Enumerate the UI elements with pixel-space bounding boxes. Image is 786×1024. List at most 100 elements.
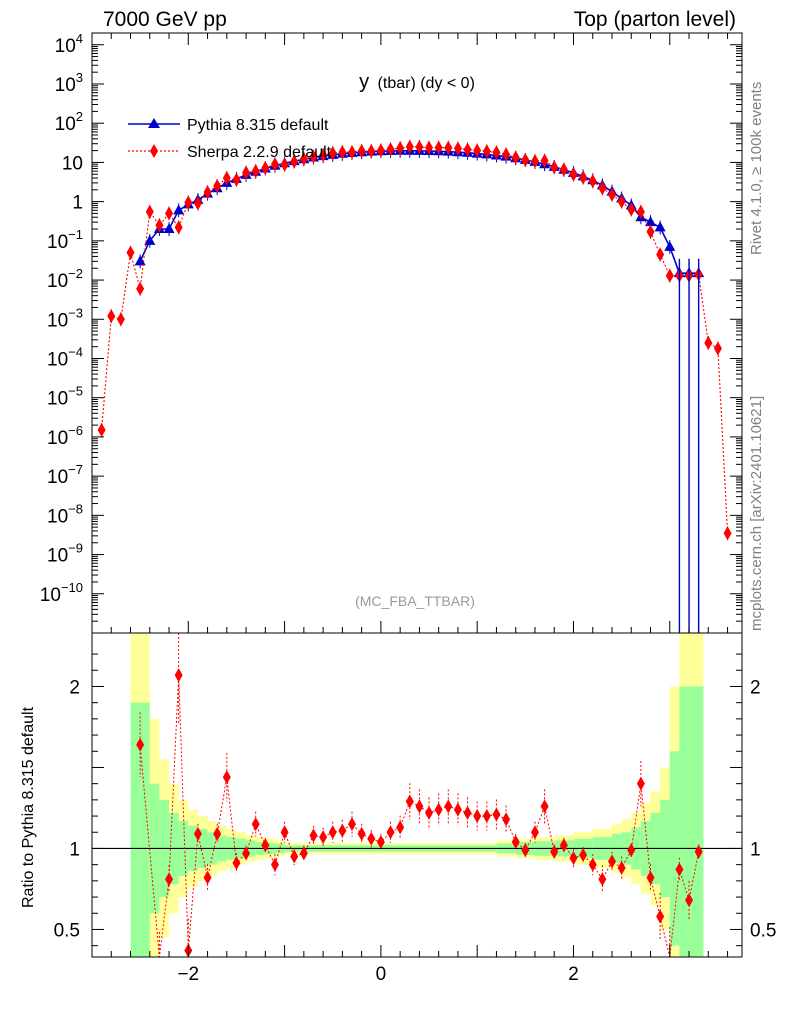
y-tick-label: 10−6 — [47, 423, 83, 449]
sherpa-data-point — [511, 150, 520, 165]
y-tick-label: 10−1 — [47, 227, 83, 253]
sherpa-ratio-point — [174, 668, 183, 683]
sherpa-data-point — [116, 312, 125, 327]
y-tick-label: 10−8 — [47, 501, 83, 527]
axes: 10410310210110−110−210−310−410−510−610−7… — [40, 31, 777, 985]
sherpa-data-point — [598, 181, 607, 196]
sherpa-ratio-point — [646, 870, 655, 885]
sherpa-ratio-point — [290, 849, 299, 864]
plot-title: y (tbar) (dy < 0) — [359, 71, 475, 93]
sherpa-data-point — [242, 165, 251, 180]
sherpa-data-point — [165, 206, 174, 221]
sherpa-ratio-point — [434, 802, 443, 817]
ratio-y-tick-label-right: 0.5 — [750, 920, 776, 941]
sherpa-data-point — [530, 154, 539, 169]
y-tick-label: 10−7 — [47, 462, 83, 488]
sherpa-ratio-point — [675, 862, 684, 877]
sherpa-ratio-point — [444, 799, 453, 814]
ratio-y-tick-label-right: 2 — [750, 677, 761, 698]
pythia-data-point — [654, 221, 666, 232]
y-tick-label: 10−3 — [47, 305, 83, 331]
sherpa-ratio-point — [328, 825, 337, 840]
sherpa-ratio-point — [685, 893, 694, 908]
sherpa-ratio-point — [588, 857, 597, 872]
analysis-label: (MC_FBA_TTBAR) — [355, 593, 475, 609]
sherpa-data-point — [319, 148, 328, 163]
y-tick-label: 102 — [55, 109, 83, 135]
sherpa-ratio-point — [502, 812, 511, 827]
sherpa-ratio-point — [367, 831, 376, 846]
y-tick-label: 10−5 — [47, 384, 83, 410]
sherpa-data-point — [713, 341, 722, 356]
sherpa-ratio-point — [319, 830, 328, 845]
sherpa-data-point — [136, 281, 145, 296]
legend: Pythia 8.315 default Sherpa 2.2.9 defaul… — [128, 117, 332, 161]
sherpa-data-point — [193, 196, 202, 211]
sherpa-data-point — [386, 142, 395, 157]
sherpa-ratio-point — [405, 794, 414, 809]
sherpa-data-point — [704, 335, 713, 350]
sherpa-data-point — [270, 157, 279, 172]
sherpa-data-point — [184, 195, 193, 210]
sherpa-data-point — [588, 174, 597, 189]
sherpa-ratio-point — [242, 846, 251, 861]
sherpa-ratio-point — [608, 854, 616, 869]
sherpa-data-point — [367, 144, 376, 159]
sherpa-data-point — [357, 144, 366, 159]
sherpa-data-point — [280, 157, 289, 172]
sherpa-ratio-point — [521, 843, 530, 858]
x-tick-label: −2 — [177, 964, 199, 985]
sherpa-data-point — [396, 141, 405, 156]
pythia-data-point — [144, 234, 156, 245]
sherpa-data-point — [453, 141, 462, 156]
pythia-data-point — [173, 204, 185, 215]
ratio-y-tick-label: 1 — [69, 839, 80, 860]
inner-band-segment — [140, 702, 150, 957]
sherpa-ratio-point — [338, 823, 347, 838]
sherpa-ratio-point — [251, 817, 260, 832]
y-tick-label: 10−4 — [47, 344, 83, 370]
sherpa-data-point — [425, 140, 434, 155]
header-process-label: Top (parton level) — [573, 8, 736, 31]
sherpa-data-point — [482, 144, 491, 159]
sherpa-data-point — [550, 160, 559, 175]
legend-marker-sherpa — [150, 144, 158, 158]
x-tick-label: 2 — [568, 964, 579, 985]
sherpa-ratio-point — [357, 826, 366, 841]
sherpa-ratio-point — [348, 817, 356, 832]
ratio-plot-frame — [91, 632, 743, 958]
sherpa-ratio-point — [386, 825, 395, 840]
inner-band-segment — [689, 686, 704, 957]
sherpa-ratio-line — [139, 675, 700, 958]
sherpa-data-point — [434, 140, 443, 155]
sherpa-data-point — [617, 194, 626, 209]
main-plot-marks — [97, 139, 732, 633]
sherpa-ratio-point — [425, 805, 434, 820]
sherpa-data-point — [299, 151, 308, 166]
sherpa-data-point — [656, 247, 665, 262]
sherpa-data-point — [521, 153, 530, 168]
ratio-y-tick-label: 2 — [69, 677, 80, 698]
sherpa-data-point — [473, 143, 482, 158]
sherpa-ratio-point — [309, 828, 318, 843]
sherpa-ratio-point — [511, 834, 520, 849]
sherpa-data-point — [309, 149, 318, 164]
y-tick-label: 10−10 — [40, 580, 83, 606]
y-tick-label: 103 — [55, 70, 83, 96]
sherpa-data-point — [251, 164, 260, 179]
sherpa-data-point — [627, 202, 636, 217]
y-tick-label: 10−9 — [47, 541, 83, 567]
sherpa-data-point — [232, 172, 241, 187]
sherpa-data-point — [415, 139, 424, 154]
sherpa-data-point — [405, 139, 414, 154]
x-tick-label: 0 — [376, 964, 387, 985]
sherpa-ratio-point — [376, 834, 385, 849]
pythia-data-point — [163, 223, 175, 234]
sherpa-ratio-point — [569, 851, 578, 866]
sherpa-data-point — [222, 171, 231, 186]
sherpa-ratio-point — [463, 805, 472, 820]
header-energy-label: 7000 GeV pp — [103, 8, 227, 31]
sherpa-ratio-point — [203, 870, 212, 885]
sherpa-data-point — [174, 220, 183, 235]
sherpa-ratio-point — [694, 844, 703, 859]
